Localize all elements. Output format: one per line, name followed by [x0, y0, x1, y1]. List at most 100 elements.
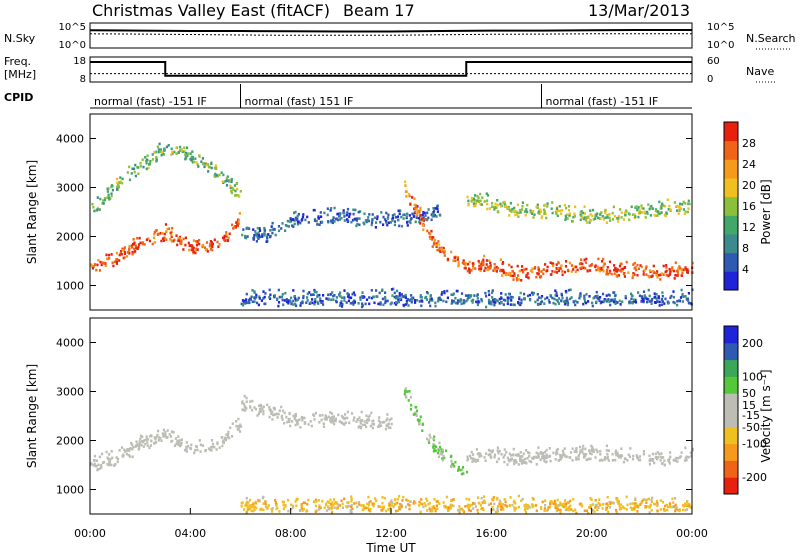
heatmap-cell [158, 148, 161, 152]
heatmap-cell [472, 197, 475, 201]
heatmap-cell [564, 214, 567, 218]
freq-right-tick-bottom: 0 [707, 74, 713, 85]
heatmap-cell [450, 293, 453, 296]
heatmap-cell [300, 416, 303, 419]
heatmap-cell [258, 408, 262, 411]
heatmap-cell [616, 454, 619, 457]
heatmap-cell [178, 439, 181, 442]
heatmap-cell [332, 419, 336, 423]
heatmap-cell [162, 435, 165, 438]
heatmap-cell [274, 503, 278, 507]
heatmap-cell [314, 411, 317, 415]
heatmap-cell [302, 289, 305, 293]
heatmap-cell [624, 294, 627, 298]
heatmap-cell [164, 431, 167, 434]
heatmap-cell [684, 202, 687, 205]
heatmap-cell [654, 456, 657, 459]
heatmap-cell [531, 456, 534, 460]
heatmap-cell [98, 455, 102, 459]
heatmap-cell [159, 148, 162, 151]
heatmap-cell [517, 453, 520, 456]
heatmap-cell [293, 295, 296, 298]
heatmap-cell [676, 204, 679, 208]
heatmap-cell [166, 429, 169, 432]
heatmap-cell [414, 220, 417, 224]
heatmap-cell [466, 195, 469, 199]
heatmap-cell [113, 464, 116, 467]
heatmap-cell [420, 304, 423, 308]
heatmap-cell [437, 299, 440, 303]
heatmap-cell [93, 454, 96, 458]
heatmap-cell [209, 448, 212, 452]
heatmap-cell [359, 296, 362, 299]
heatmap-cell [167, 144, 170, 147]
heatmap-cell [173, 150, 176, 154]
heatmap-cell [381, 297, 384, 301]
heatmap-cell [500, 297, 503, 300]
heatmap-cell [408, 504, 411, 507]
heatmap-cell [640, 265, 644, 269]
heatmap-cell [110, 185, 113, 189]
heatmap-cell [451, 293, 455, 297]
heatmap-cell [182, 237, 185, 241]
heatmap-cell [312, 208, 315, 212]
heatmap-cell [541, 452, 545, 455]
heatmap-cell [471, 453, 475, 456]
heatmap-cell [691, 261, 694, 265]
heatmap-cell [211, 446, 214, 449]
heatmap-cell [301, 215, 305, 219]
heatmap-cell [228, 436, 231, 440]
heatmap-cell [343, 215, 346, 218]
heatmap-cell [489, 300, 492, 304]
heatmap-cell [343, 413, 347, 416]
heatmap-cell [375, 499, 378, 503]
heatmap-cell [220, 171, 223, 174]
heatmap-cell [146, 444, 149, 447]
heatmap-cell [642, 498, 645, 501]
heatmap-cell [278, 409, 281, 412]
heatmap-cell [465, 299, 468, 303]
heatmap-cell [374, 226, 377, 229]
heatmap-cell [482, 263, 485, 267]
heatmap-cell [567, 507, 570, 510]
heatmap-cell [338, 293, 341, 296]
heatmap-cell [477, 501, 480, 505]
heatmap-cell [617, 274, 620, 277]
heatmap-cell [470, 299, 473, 303]
heatmap-cell [181, 150, 184, 154]
heatmap-cell [427, 208, 430, 211]
heatmap-cell [485, 294, 488, 298]
heatmap-cell [180, 148, 183, 152]
heatmap-cell [646, 300, 649, 304]
heatmap-cell [610, 272, 613, 276]
heatmap-cell [274, 233, 277, 237]
heatmap-cell [509, 209, 512, 212]
heatmap-cell [436, 507, 439, 510]
heatmap-cell [678, 265, 681, 268]
heatmap-cell [149, 159, 152, 163]
heatmap-cell [95, 464, 98, 468]
cpid-label: CPID [4, 91, 33, 104]
heatmap-cell [343, 497, 346, 500]
heatmap-cell [382, 215, 385, 219]
heatmap-cell [373, 502, 376, 505]
heatmap-cell [128, 248, 131, 251]
heatmap-cell [369, 424, 372, 428]
heatmap-cell [141, 241, 145, 244]
heatmap-cell [506, 463, 509, 466]
heatmap-cell [629, 447, 632, 450]
heatmap-cell [487, 503, 490, 506]
heatmap-cell [378, 416, 381, 419]
heatmap-cell [536, 298, 539, 302]
heatmap-cell [409, 408, 412, 411]
heatmap-cell [332, 294, 335, 298]
heatmap-cell [508, 452, 511, 456]
heatmap-cell [303, 416, 306, 420]
heatmap-cell [222, 173, 225, 177]
heatmap-cell [546, 265, 549, 269]
heatmap-cell [666, 198, 669, 201]
heatmap-cell [546, 269, 549, 272]
heatmap-cell [239, 423, 242, 427]
heatmap-cell [177, 439, 180, 443]
heatmap-cell [417, 419, 420, 423]
